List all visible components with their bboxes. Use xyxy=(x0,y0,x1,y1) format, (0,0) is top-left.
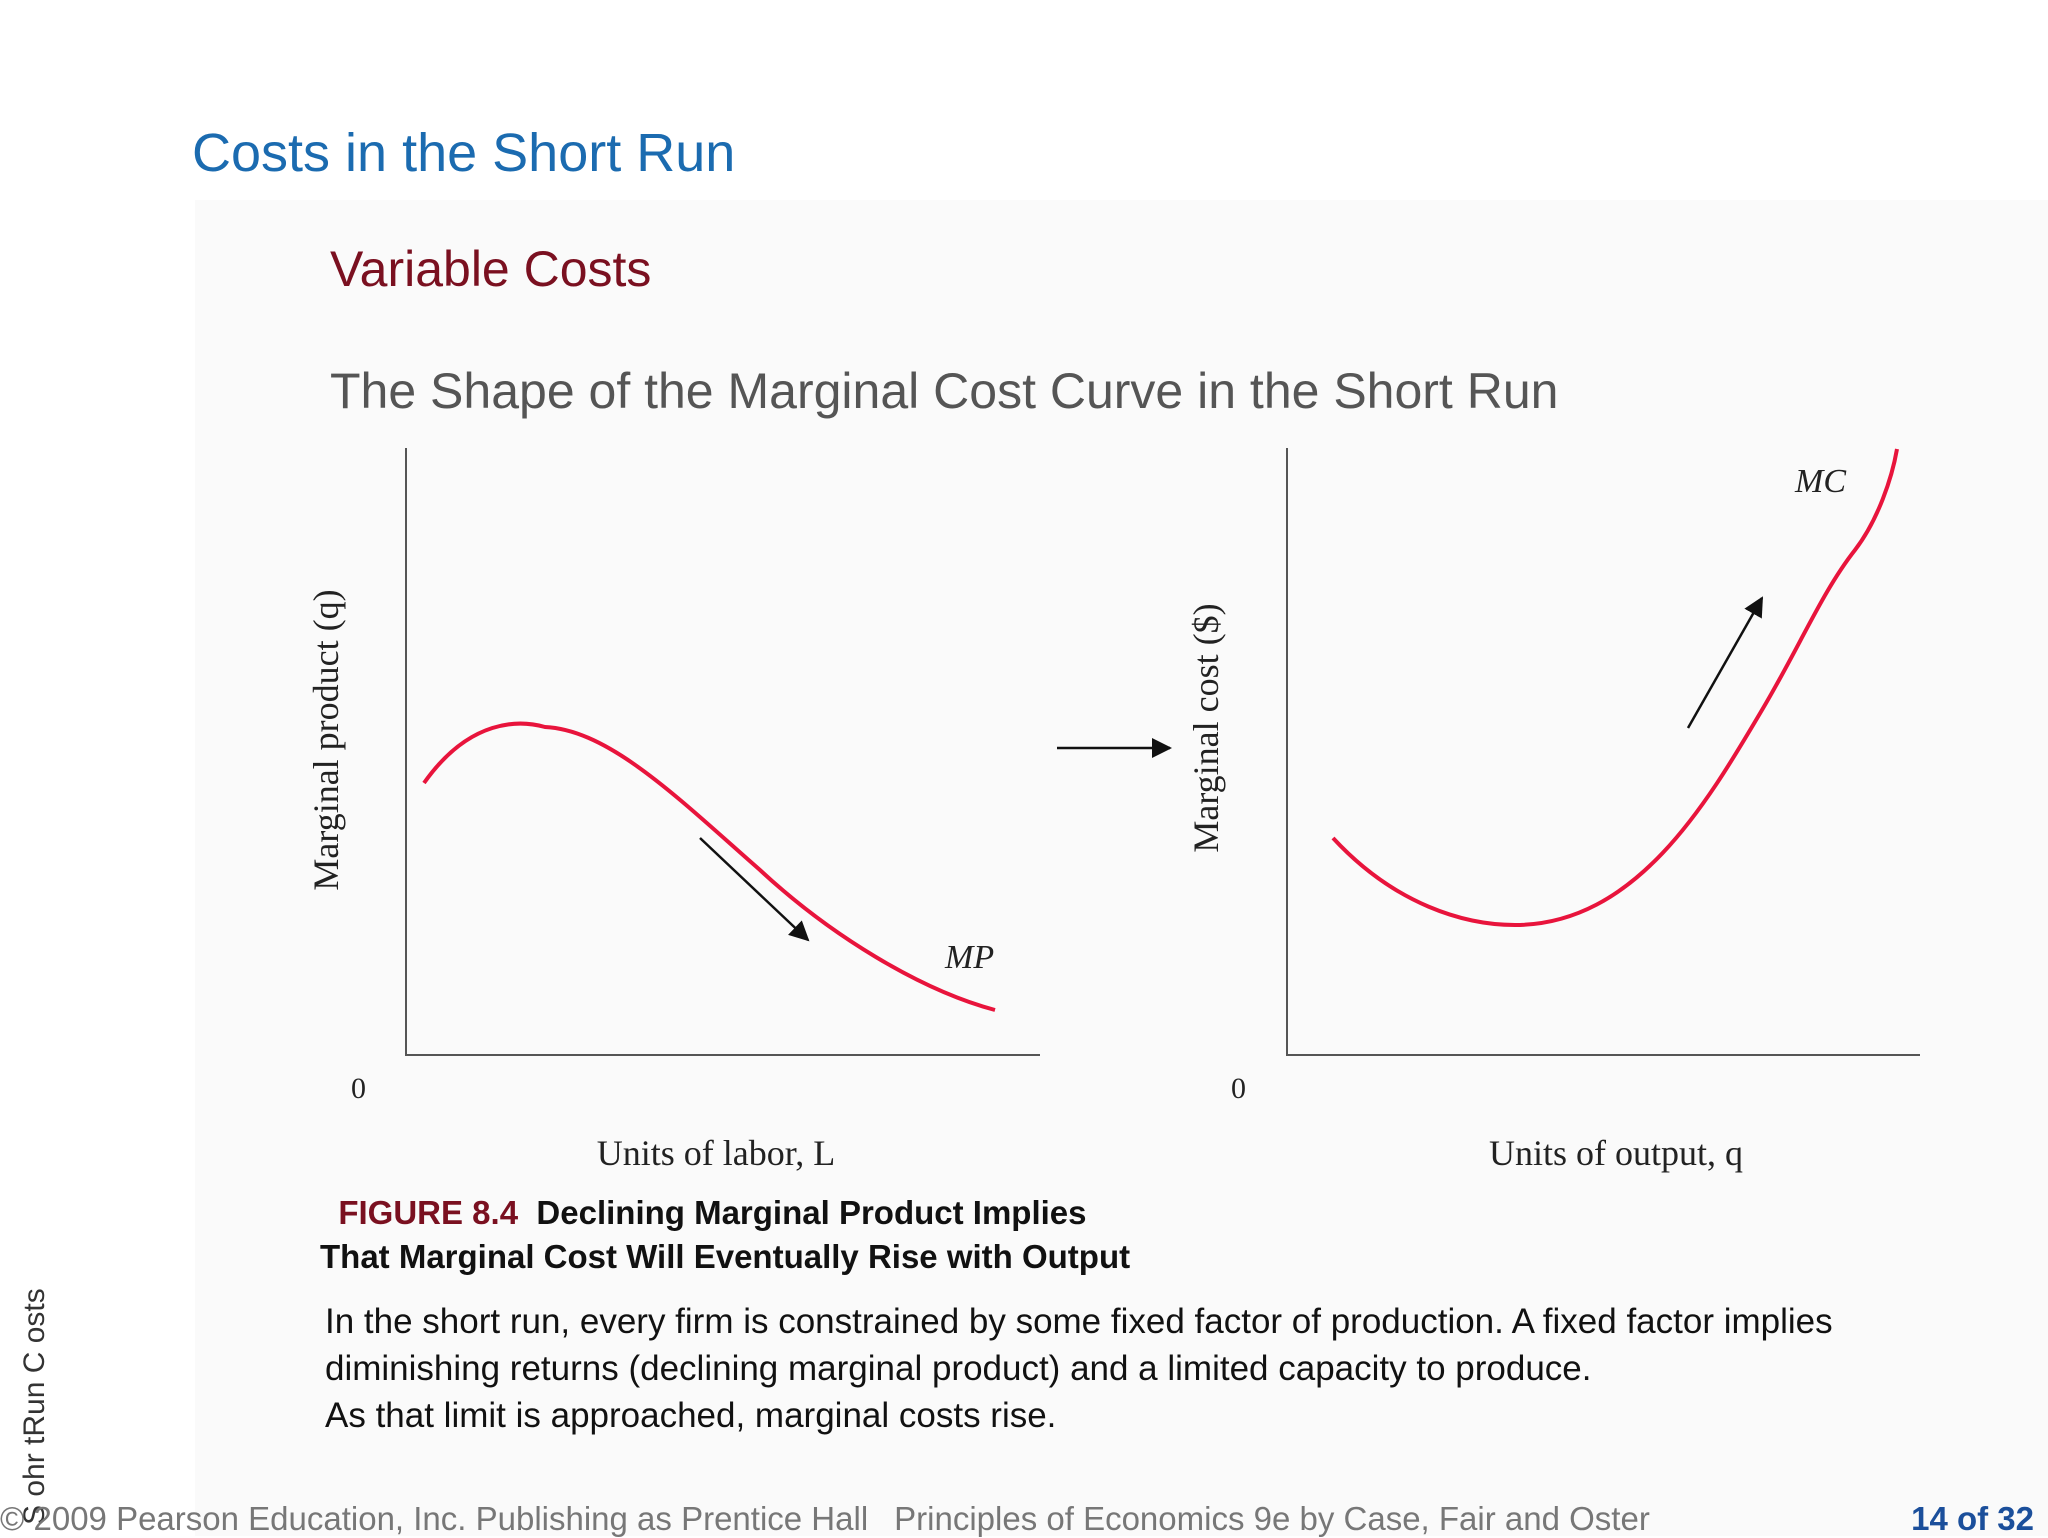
slide-subtitle: Variable Costs xyxy=(330,241,652,297)
mc-chart: MC 0 Units of output, q Marginal cost ($… xyxy=(1186,440,1920,1173)
mc-curve-display xyxy=(1331,448,1899,928)
footer-book: Principles of Economics 9e by Case, Fair… xyxy=(894,1500,1650,1537)
mc-rise-arrow xyxy=(1686,596,1764,729)
mp-chart: MP 0 Units of labor, L Marginal product … xyxy=(306,448,1040,1173)
slide-heading: The Shape of the Marginal Cost Curve in … xyxy=(330,363,1559,419)
mc-axes xyxy=(1286,448,1920,1056)
mc-line xyxy=(1333,449,1899,925)
mc-curve-rendered xyxy=(1333,449,1897,925)
mp-x-axis-label: Units of labor, L xyxy=(597,1133,836,1173)
mc-y-axis-label: Marginal cost ($) xyxy=(1186,603,1226,852)
mc-origin-label: 0 xyxy=(1231,1072,1246,1105)
mp-y-axis-label: Marginal product (q) xyxy=(306,589,346,890)
mp-axes xyxy=(405,448,1040,1056)
mc-curve-line xyxy=(1333,448,1916,925)
mc-curve-stroke xyxy=(1333,449,1897,925)
figure-background xyxy=(195,200,2048,1536)
explanation-text: In the short run, every firm is constrai… xyxy=(325,1298,2025,1439)
mc-curve-main xyxy=(1333,448,1898,925)
caption-title-part-1: Declining Marginal Product Implies xyxy=(536,1194,1087,1231)
explanation-line-3: As that limit is approached, marginal co… xyxy=(325,1396,1057,1435)
figure-number: FIGURE 8.4 xyxy=(338,1194,519,1231)
caption-line-1: FIGURE 8.4 Declining Marginal Product Im… xyxy=(320,1192,1520,1236)
footer-copyright: © 2009 Pearson Education, Inc. Publishin… xyxy=(0,1500,869,1537)
mc-rising-curve xyxy=(1333,449,1904,925)
mp-series-label: MP xyxy=(944,939,994,976)
explanation-line-2: diminishing returns (declining marginal … xyxy=(325,1349,1592,1388)
figure-caption: FIGURE 8.4 Declining Marginal Product Im… xyxy=(320,1192,1520,1278)
caption-title-part-2: That Marginal Cost Will Eventually Rise … xyxy=(320,1238,1131,1275)
marginal-cost-curve xyxy=(1333,449,1897,925)
side-chapter-label: S ohr tRun C osts xyxy=(18,1288,51,1525)
mp-curve xyxy=(422,721,996,1012)
slide-title: Costs in the Short Run xyxy=(192,123,736,183)
mc-final-curve xyxy=(1333,449,1897,925)
mc-curve-path xyxy=(1333,449,1897,925)
page-number: 14 of 32 xyxy=(1911,1500,2034,1537)
explanation-line-1: In the short run, every firm is constrai… xyxy=(325,1302,1833,1341)
mc-series-label: MC xyxy=(1794,463,1846,500)
mc-x-axis-label: Units of output, q xyxy=(1489,1133,1743,1173)
mp-origin-label: 0 xyxy=(351,1072,366,1105)
mc-curve xyxy=(1333,440,1911,925)
footer: © 2009 Pearson Education, Inc. Publishin… xyxy=(0,1500,1650,1538)
mp-decline-arrow xyxy=(699,837,810,942)
mc-drawn-curve xyxy=(1333,449,1897,925)
mc-curve-visible xyxy=(1333,449,1897,925)
mc-curve-final xyxy=(1333,449,1897,925)
